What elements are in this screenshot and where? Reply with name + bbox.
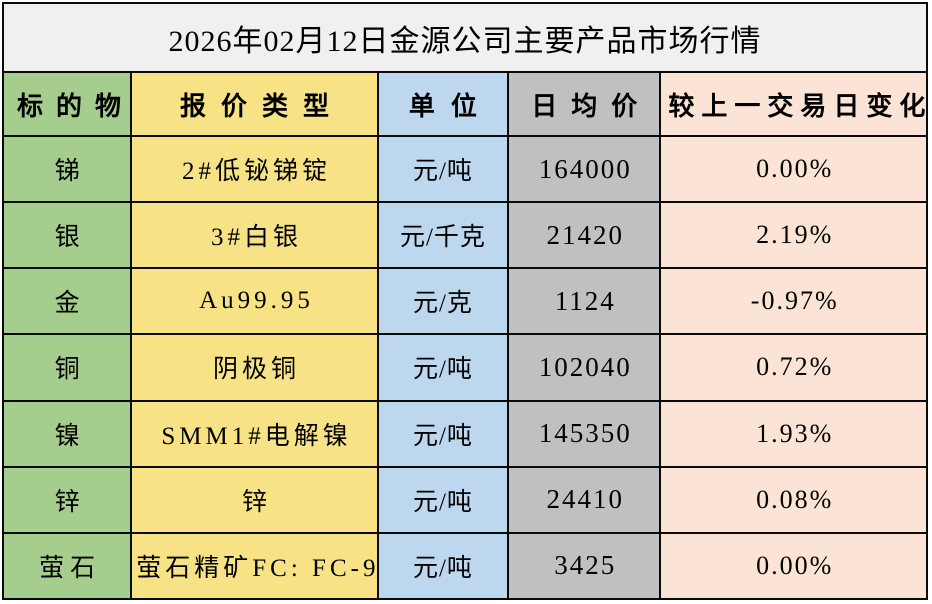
daily-avg-price-cell: 24410 <box>507 465 662 534</box>
change-cell: 0.72% <box>659 333 928 402</box>
target-cell: 铜 <box>1 333 133 402</box>
unit-cell: 元/千克 <box>376 201 510 270</box>
target-cell: 萤石 <box>1 531 133 601</box>
quote-type-cell: 3#白银 <box>130 201 379 270</box>
table-row: 萤石 萤石精矿FC: FC-97 元/吨 3425 0.00% <box>1 531 928 601</box>
daily-avg-price-cell: 145350 <box>507 399 662 468</box>
table-row: 铜 阴极铜 元/吨 102040 0.72% <box>1 333 928 402</box>
change-cell: 1.93% <box>659 399 928 468</box>
unit-cell: 元/吨 <box>376 333 510 402</box>
table-row: 锌 锌 元/吨 24410 0.08% <box>1 465 928 534</box>
table-row: 镍 SMM1#电解镍 元/吨 145350 1.93% <box>1 399 928 468</box>
page-title: 2026年02月12日金源公司主要产品市场行情 <box>2 2 928 73</box>
change-cell: -0.97% <box>659 267 928 336</box>
header-row: 标的物 报价类型 单位 日均价 较上一交易日变化 <box>1 71 928 137</box>
quote-type-cell: 阴极铜 <box>130 333 379 402</box>
table-row: 锑 2#低铋锑锭 元/吨 164000 0.00% <box>1 134 928 204</box>
daily-avg-price-cell: 164000 <box>507 134 662 204</box>
unit-cell: 元/吨 <box>376 134 510 204</box>
target-cell: 锌 <box>1 465 133 534</box>
unit-cell: 元/吨 <box>376 465 510 534</box>
col-header-quote-type: 报价类型 <box>130 71 379 137</box>
table-row: 金 Au99.95 元/克 1124 -0.97% <box>1 267 928 336</box>
change-cell: 0.00% <box>659 134 928 204</box>
unit-cell: 元/克 <box>376 267 510 336</box>
daily-avg-price-cell: 1124 <box>507 267 662 336</box>
change-cell: 0.00% <box>659 531 928 601</box>
col-header-target: 标的物 <box>1 71 133 137</box>
change-cell: 0.08% <box>659 465 928 534</box>
quote-type-cell: SMM1#电解镍 <box>130 399 379 468</box>
title-row: 2026年02月12日金源公司主要产品市场行情 <box>2 2 928 73</box>
quote-type-cell: 2#低铋锑锭 <box>130 134 379 204</box>
table-row: 银 3#白银 元/千克 21420 2.19% <box>1 201 928 270</box>
daily-avg-price-cell: 3425 <box>507 531 662 601</box>
quote-type-cell: 萤石精矿FC: FC-97 <box>130 531 379 601</box>
quote-type-cell: 锌 <box>130 465 379 534</box>
quote-type-cell: Au99.95 <box>130 267 379 336</box>
daily-avg-price-cell: 102040 <box>507 333 662 402</box>
target-cell: 银 <box>1 201 133 270</box>
col-header-unit: 单位 <box>376 71 510 137</box>
unit-cell: 元/吨 <box>376 399 510 468</box>
target-cell: 金 <box>1 267 133 336</box>
target-cell: 锑 <box>1 134 133 204</box>
table-body: 锑 2#低铋锑锭 元/吨 164000 0.00% 银 3#白银 元/千克 21… <box>1 134 928 601</box>
daily-avg-price-cell: 21420 <box>507 201 662 270</box>
col-header-change-vs-prev-day: 较上一交易日变化 <box>659 71 928 137</box>
col-header-daily-avg-price: 日均价 <box>507 71 662 137</box>
change-cell: 2.19% <box>659 201 928 270</box>
unit-cell: 元/吨 <box>376 531 510 601</box>
target-cell: 镍 <box>1 399 133 468</box>
